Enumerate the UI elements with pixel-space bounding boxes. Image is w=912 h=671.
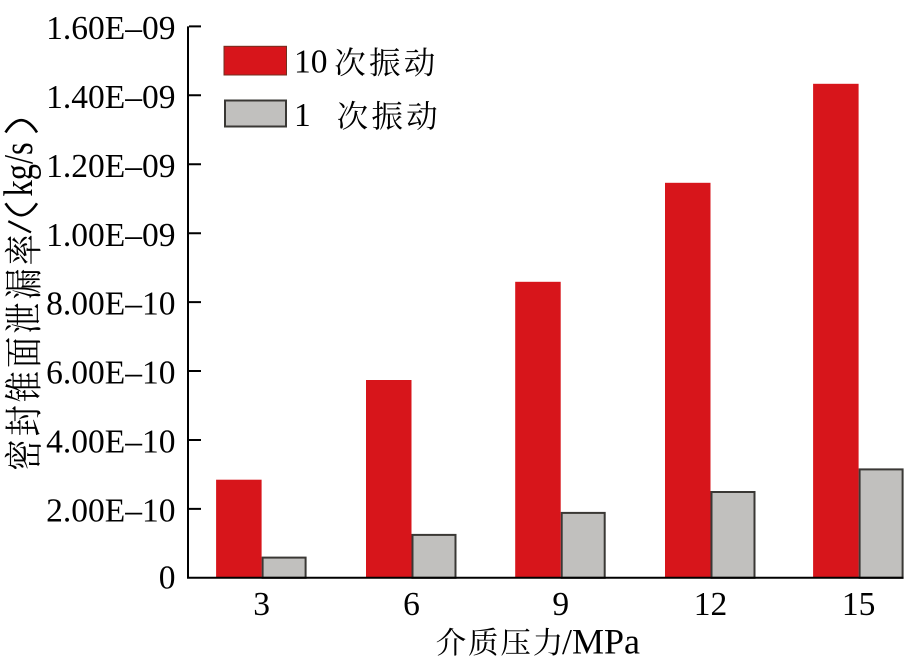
svg-text:2.00E–10: 2.00E–10 xyxy=(46,493,175,530)
svg-text:1.20E–09: 1.20E–09 xyxy=(46,148,175,185)
svg-text:15: 15 xyxy=(842,586,876,623)
svg-text:8.00E–10: 8.00E–10 xyxy=(46,286,175,323)
svg-text:1.60E–09: 1.60E–09 xyxy=(46,10,175,47)
svg-text:6.00E–10: 6.00E–10 xyxy=(46,355,175,392)
svg-text:12: 12 xyxy=(694,586,728,623)
svg-text:9: 9 xyxy=(552,586,569,623)
svg-text:3: 3 xyxy=(253,586,270,623)
svg-text:10: 10 xyxy=(294,43,328,80)
svg-text:kg/s: kg/s xyxy=(0,142,42,196)
svg-text:1: 1 xyxy=(294,97,311,134)
svg-text:6: 6 xyxy=(403,586,420,623)
svg-text:/MPa: /MPa xyxy=(562,621,640,661)
svg-text:1.00E–09: 1.00E–09 xyxy=(46,217,175,254)
svg-text:4.00E–10: 4.00E–10 xyxy=(46,424,175,461)
svg-text:1.40E–09: 1.40E–09 xyxy=(46,79,175,116)
svg-text:0: 0 xyxy=(159,560,176,597)
